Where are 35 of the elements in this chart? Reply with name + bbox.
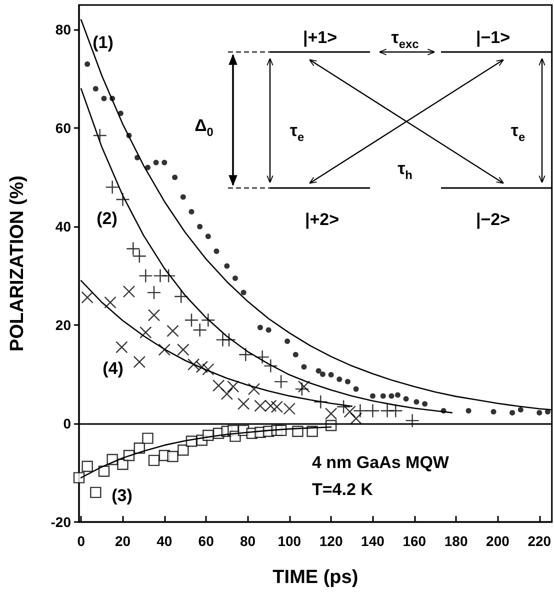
annotation: τ$_{exc}$ (391, 28, 420, 51)
annotation: (1) (92, 32, 114, 52)
annotation: τ$_{h}$ (398, 158, 412, 182)
x-tick-label: 40 (156, 533, 172, 549)
annotation: |+1> (302, 28, 338, 46)
y-tick-label: 60 (55, 120, 72, 136)
x-tick-label: 60 (198, 533, 214, 549)
y-tick-label: 0 (63, 416, 72, 432)
annotation: (2) (96, 208, 118, 228)
annotation: |+2> (304, 210, 340, 228)
x-tick-label: 120 (319, 533, 343, 549)
y-tick-label: -20 (50, 514, 72, 530)
annotation: T=4.2 K (312, 480, 374, 498)
x-tick-label: 220 (528, 533, 552, 549)
y-tick-label: 20 (55, 317, 72, 334)
annotation: Δ$_{0}$ (194, 116, 214, 139)
y-axis-title: POLARIZATION (%) (7, 176, 28, 352)
x-tick-label: 20 (114, 533, 131, 549)
x-tick-label: 180 (444, 533, 468, 549)
x-axis-title: TIME (ps) (272, 567, 358, 588)
x-tick-label: 160 (402, 533, 426, 549)
x-tick-label: 0 (77, 533, 86, 549)
annotation: 4 nm GaAs MQW (312, 452, 450, 472)
annotation: τ$_{e}$ (290, 120, 304, 144)
annotation: |−1> (476, 28, 510, 46)
x-tick-label: 200 (486, 533, 510, 549)
y-tick-label: 80 (55, 22, 72, 38)
x-tick-label: 80 (240, 533, 256, 549)
annotation: (4) (102, 358, 124, 378)
annotation: τ$_{e}$ (510, 120, 526, 144)
annotation: (3) (112, 486, 132, 504)
x-tick-label: 100 (278, 533, 302, 549)
annotation: |−2> (476, 210, 510, 228)
x-tick-label: 140 (361, 533, 385, 549)
y-tick-label: 40 (55, 218, 72, 235)
